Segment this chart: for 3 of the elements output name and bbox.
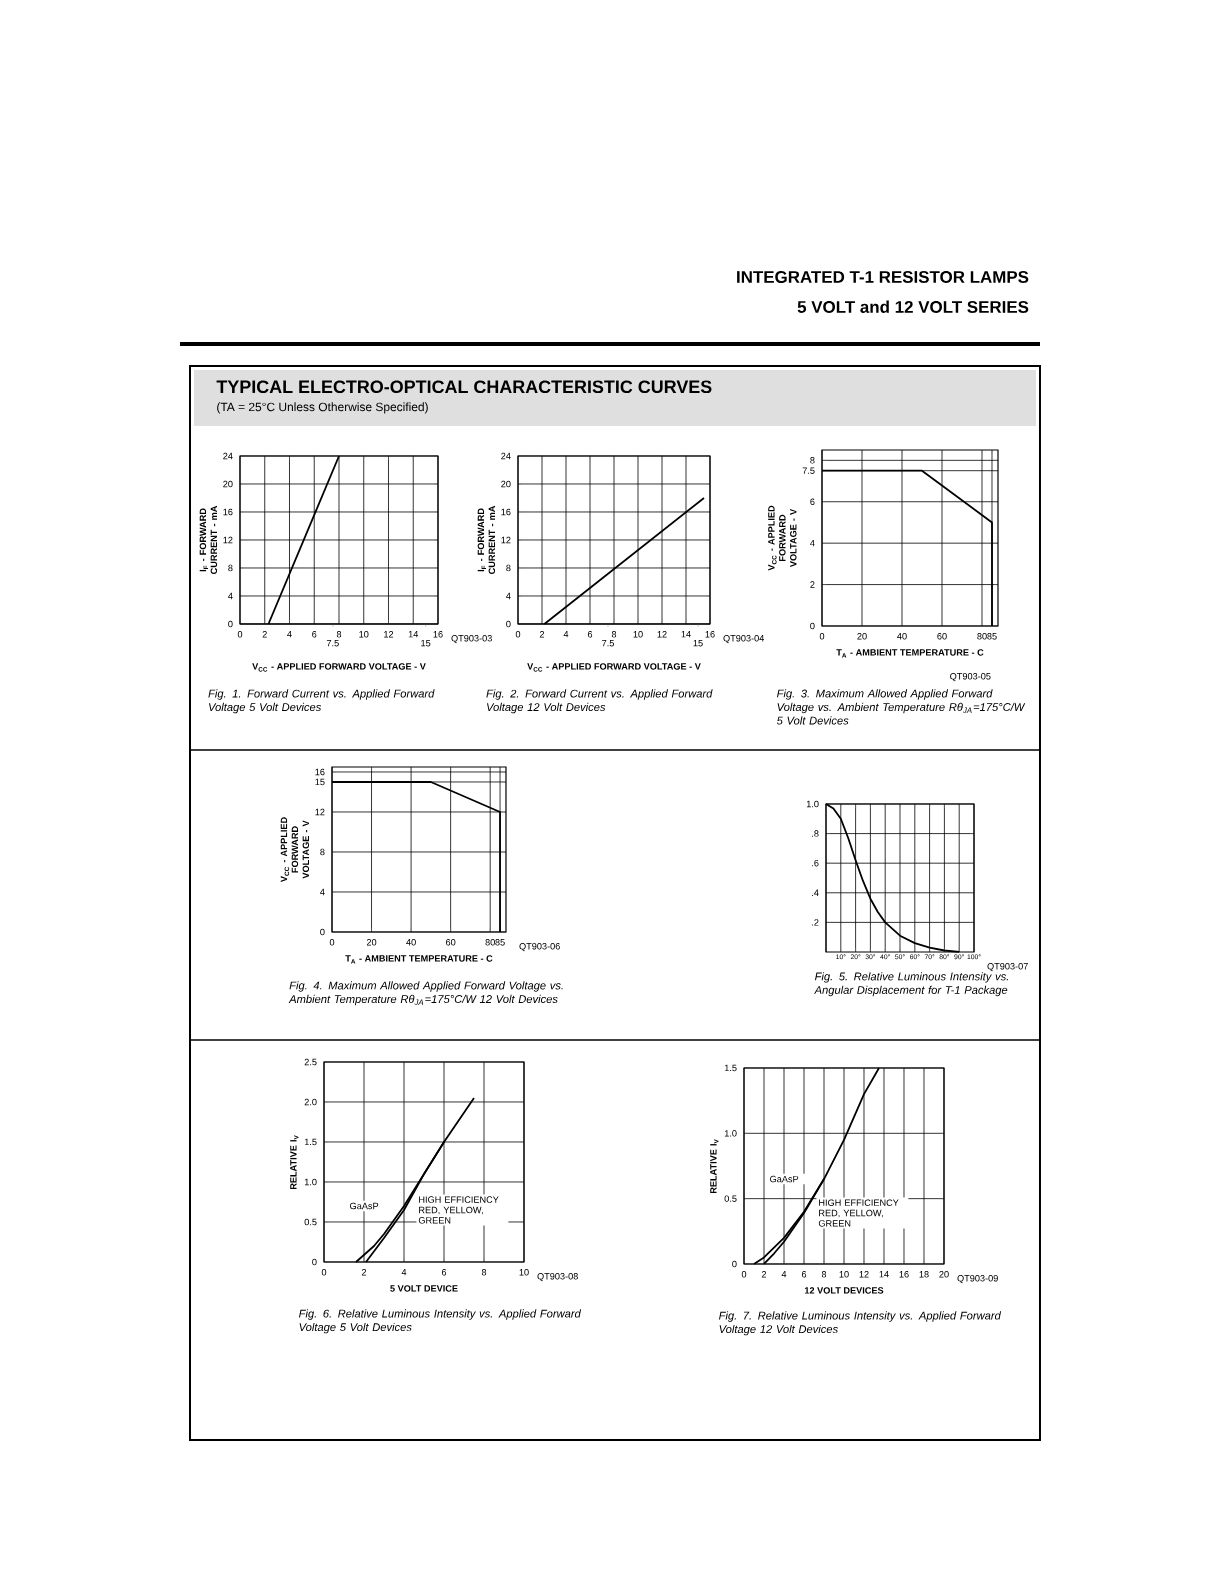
- text: INTEGRATED T-1 RESISTOR LAMPS: [737, 270, 1029, 283]
- text: 5 VOLT and 12 VOLT SERIES: [797, 300, 1029, 313]
- chart-title: TYPICAL ELECTRO-OPTICAL CHARACTERISTIC CURVES: [216, 380, 712, 394]
